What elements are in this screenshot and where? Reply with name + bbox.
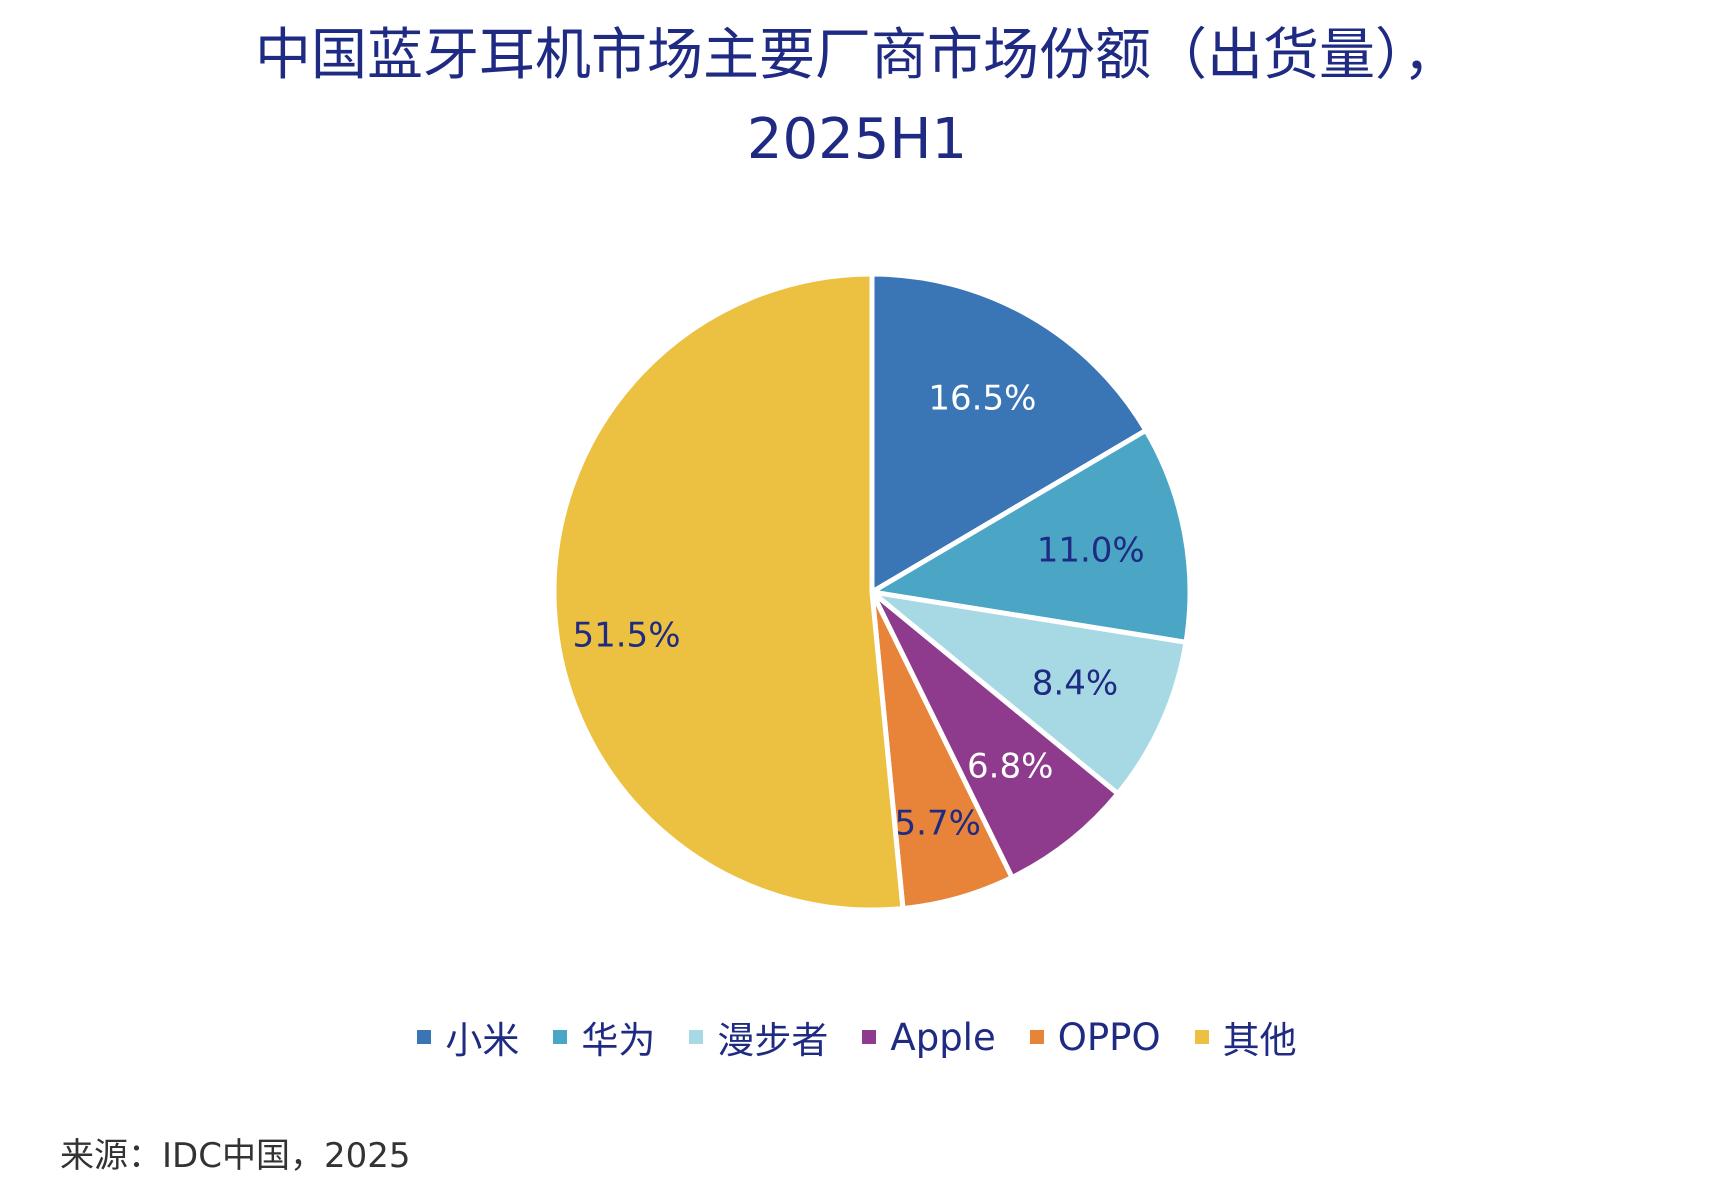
pie-slice-label-6: 51.5%: [572, 615, 680, 655]
legend-swatch-2: [553, 1030, 568, 1044]
legend-item-6: 其他: [1194, 1010, 1297, 1064]
legend-swatch-3: [689, 1030, 704, 1044]
legend-swatch-5: [1029, 1030, 1044, 1044]
pie-slice-label-3: 8.4%: [1032, 663, 1118, 703]
pie-slice-3: [869, 589, 1189, 797]
pie-slice-label-4: 6.8%: [967, 747, 1053, 787]
pie-slice-label-5: 5.7%: [895, 803, 981, 843]
legend-label-4: Apple: [890, 1015, 996, 1059]
pie-slice-6: [551, 271, 906, 913]
source-note: 来源：IDC中国，2025: [60, 1136, 411, 1176]
chart-legend: 小米 华为 漫步者 Apple OPPO 其他: [0, 1010, 1714, 1064]
chart-title: 中国蓝牙耳机市场主要厂商市场份额（出货量）， 2025H1: [0, 14, 1714, 182]
pie-slice-label-2: 11.0%: [1037, 531, 1145, 571]
legend-label-5: OPPO: [1057, 1015, 1161, 1059]
legend-label-6: 其他: [1222, 1019, 1297, 1062]
chart-title-line-1: 中国蓝牙耳机市场主要厂商市场份额（出货量），: [255, 23, 1459, 88]
legend-item-5: OPPO: [1029, 1015, 1161, 1059]
legend-item-3: 漫步者: [689, 1010, 828, 1064]
pie-slice-label-1: 16.5%: [928, 379, 1036, 419]
chart-title-line-2: 2025H1: [746, 107, 968, 172]
legend-item-1: 小米: [417, 1010, 519, 1064]
pie-slice-4: [869, 589, 1121, 881]
legend-item-2: 华为: [553, 1010, 655, 1064]
legend-swatch-4: [862, 1030, 877, 1044]
pie-slice-1: [869, 271, 1149, 595]
legend-swatch-1: [417, 1030, 432, 1044]
legend-swatch-6: [1194, 1030, 1209, 1044]
legend-label-3: 漫步者: [717, 1019, 829, 1062]
legend-label-1: 小米: [445, 1019, 520, 1062]
pie-slice-2: [869, 427, 1193, 645]
legend-item-4: Apple: [862, 1015, 996, 1059]
legend-label-2: 华为: [581, 1019, 656, 1062]
